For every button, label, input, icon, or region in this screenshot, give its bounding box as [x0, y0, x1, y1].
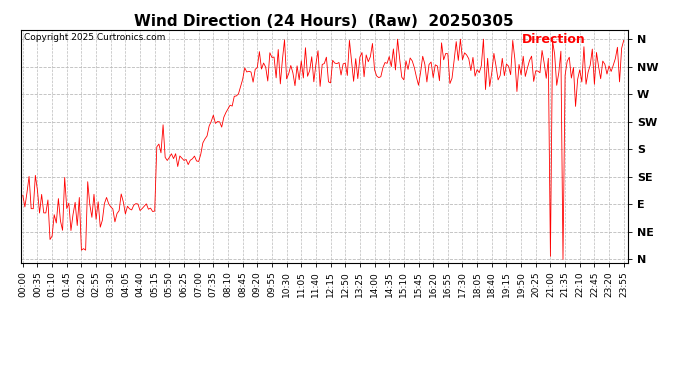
- Title: Wind Direction (24 Hours)  (Raw)  20250305: Wind Direction (24 Hours) (Raw) 20250305: [135, 14, 514, 29]
- Text: Copyright 2025 Curtronics.com: Copyright 2025 Curtronics.com: [23, 33, 165, 42]
- Text: Direction: Direction: [522, 33, 585, 46]
